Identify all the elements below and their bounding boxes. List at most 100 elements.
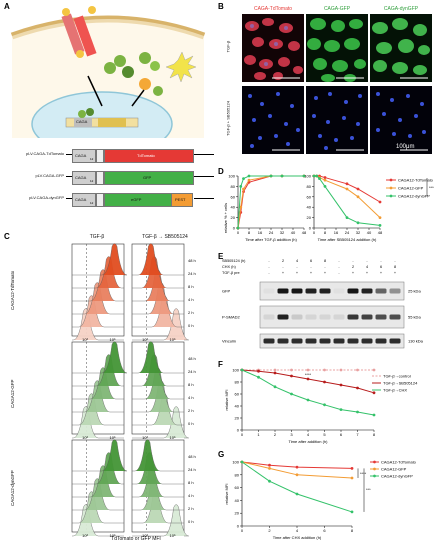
col-title: CAGA-TdTomato xyxy=(253,6,293,12)
condition-value: - xyxy=(324,265,326,269)
data-point xyxy=(323,368,326,372)
x-tick-label: 6 xyxy=(323,528,326,533)
blot-band xyxy=(347,338,359,344)
x-tick-label: 48 xyxy=(378,230,383,235)
data-point xyxy=(345,216,349,219)
col-title: CAGA-dynGFP xyxy=(383,6,419,12)
y-tick-label: 40 xyxy=(235,498,240,503)
blot-label: Vinculin xyxy=(222,339,236,344)
legend-label: CAGA12-TdTomato xyxy=(398,178,434,183)
legend-label: CAGA12-dynGFP xyxy=(398,194,430,199)
x-axis-label: Time after TGF-β addition (h) xyxy=(245,237,297,242)
blot-size: 130 kDa xyxy=(408,339,424,344)
data-point xyxy=(295,492,299,496)
histogram-peak xyxy=(132,243,184,276)
condition-value: 4 xyxy=(366,265,368,269)
legend-marker xyxy=(389,178,393,182)
histogram-frame xyxy=(131,243,185,337)
construct-name: pLV.CAGA-GFP xyxy=(35,173,64,178)
x-tick-label: 10³ xyxy=(82,533,88,538)
time-label: 8 h xyxy=(188,480,194,485)
blot-band xyxy=(305,338,317,344)
data-point xyxy=(323,178,327,182)
x-tick-label: 32 xyxy=(280,230,285,235)
blot-band xyxy=(347,288,359,294)
time-label: 0 h xyxy=(188,421,194,426)
x-tick-label: 0 xyxy=(241,432,244,437)
y-axis-label: relative MFI xyxy=(224,390,229,411)
promoter-box: CAGA 12 xyxy=(72,193,96,207)
data-point xyxy=(236,226,240,230)
y-tick-label: 100 xyxy=(304,174,311,179)
blot-band xyxy=(333,288,345,294)
blot-band xyxy=(319,288,331,294)
time-label: 48 h xyxy=(188,454,196,459)
time-label: 48 h xyxy=(188,258,196,263)
x-tick-label: 40 xyxy=(367,230,372,235)
x-tick-label: 10⁵ xyxy=(170,435,176,440)
data-point xyxy=(356,386,359,390)
blot-band xyxy=(291,338,303,344)
data-point xyxy=(323,403,326,407)
data-point xyxy=(378,224,382,227)
y-tick-label: 100 xyxy=(232,460,239,465)
data-point xyxy=(240,368,244,372)
condition-value: 2 xyxy=(352,265,354,269)
y-tick-label: 20 xyxy=(307,215,312,220)
data-point xyxy=(273,385,277,389)
condition-value: - xyxy=(338,259,340,263)
construct-list: pLV.CAGA-TdTomato CAGA 12 TdTomato pLV.C… xyxy=(4,146,214,218)
data-point xyxy=(345,187,349,191)
y-axis-label: relative MFI xyxy=(224,484,229,505)
data-point xyxy=(339,368,343,372)
data-point xyxy=(295,465,299,469)
flow-histogram-svg: CAGA12-TdTomato 10³ 10⁵ 10³ 10⁵ 48 h 24 h 8 h 4 … xyxy=(10,243,196,538)
data-point xyxy=(239,205,243,209)
promoter-box: CAGA 12 xyxy=(72,171,96,185)
blot-band xyxy=(375,338,387,344)
data-point xyxy=(372,413,376,417)
pest-box: PEST xyxy=(171,193,193,207)
data-point xyxy=(356,221,360,225)
data-point xyxy=(302,174,306,178)
blot-svg: SB505124 (h) - 2 4 6 8 - - - - - CHX (h) - - - - - - 2 4 6 8 T… xyxy=(222,259,424,349)
x-tick-label: 48 xyxy=(302,230,307,235)
condition-label: SB505124 (h) xyxy=(222,259,246,263)
data-point xyxy=(257,369,260,373)
x-tick-label: 10³ xyxy=(142,533,148,538)
data-point xyxy=(295,473,299,477)
blot-band xyxy=(375,288,387,294)
blot-label: GFP xyxy=(222,289,231,294)
condition-value: - xyxy=(268,259,270,263)
image-tdtomato-sb xyxy=(242,86,304,154)
row-label: CAGA12-TdTomato xyxy=(10,270,15,310)
condition-value: 2 xyxy=(282,259,284,263)
legend-label: CAGA12-GFP xyxy=(398,186,424,191)
time-label: 4 h xyxy=(188,493,194,498)
y-tick-label: 40 xyxy=(235,404,240,409)
histogram-frame xyxy=(71,439,125,533)
mlp-box xyxy=(96,193,104,207)
time-label: 4 h xyxy=(188,395,194,400)
microscopy-grid: CAGA-TdTomato CAGA-GFP CAGA-dynGFP TGF-β… xyxy=(224,4,434,164)
histogram-frame xyxy=(71,341,125,435)
data-point xyxy=(323,185,327,188)
y-tick-label: 0 xyxy=(233,226,236,231)
blot-band xyxy=(291,288,303,294)
condition-label: TGF-β pre xyxy=(222,271,240,275)
data-point xyxy=(306,377,310,381)
condition-value: - xyxy=(268,265,270,269)
condition-value: + xyxy=(296,271,299,275)
x-tick-label: 10³ xyxy=(82,337,88,342)
y-tick-label: 40 xyxy=(307,205,312,210)
x-tick-label: 1 xyxy=(257,432,260,437)
x-tick-label: 4 xyxy=(307,432,310,437)
data-point xyxy=(312,174,316,178)
panel-label-a: A xyxy=(4,2,10,11)
image-dyngfp-tgf xyxy=(370,14,432,82)
condition-label: CHX (h) xyxy=(222,265,236,269)
time-label: 2 h xyxy=(188,506,194,511)
histogram-frame xyxy=(71,243,125,337)
time-label: 0 h xyxy=(188,323,194,328)
data-point xyxy=(356,195,360,199)
